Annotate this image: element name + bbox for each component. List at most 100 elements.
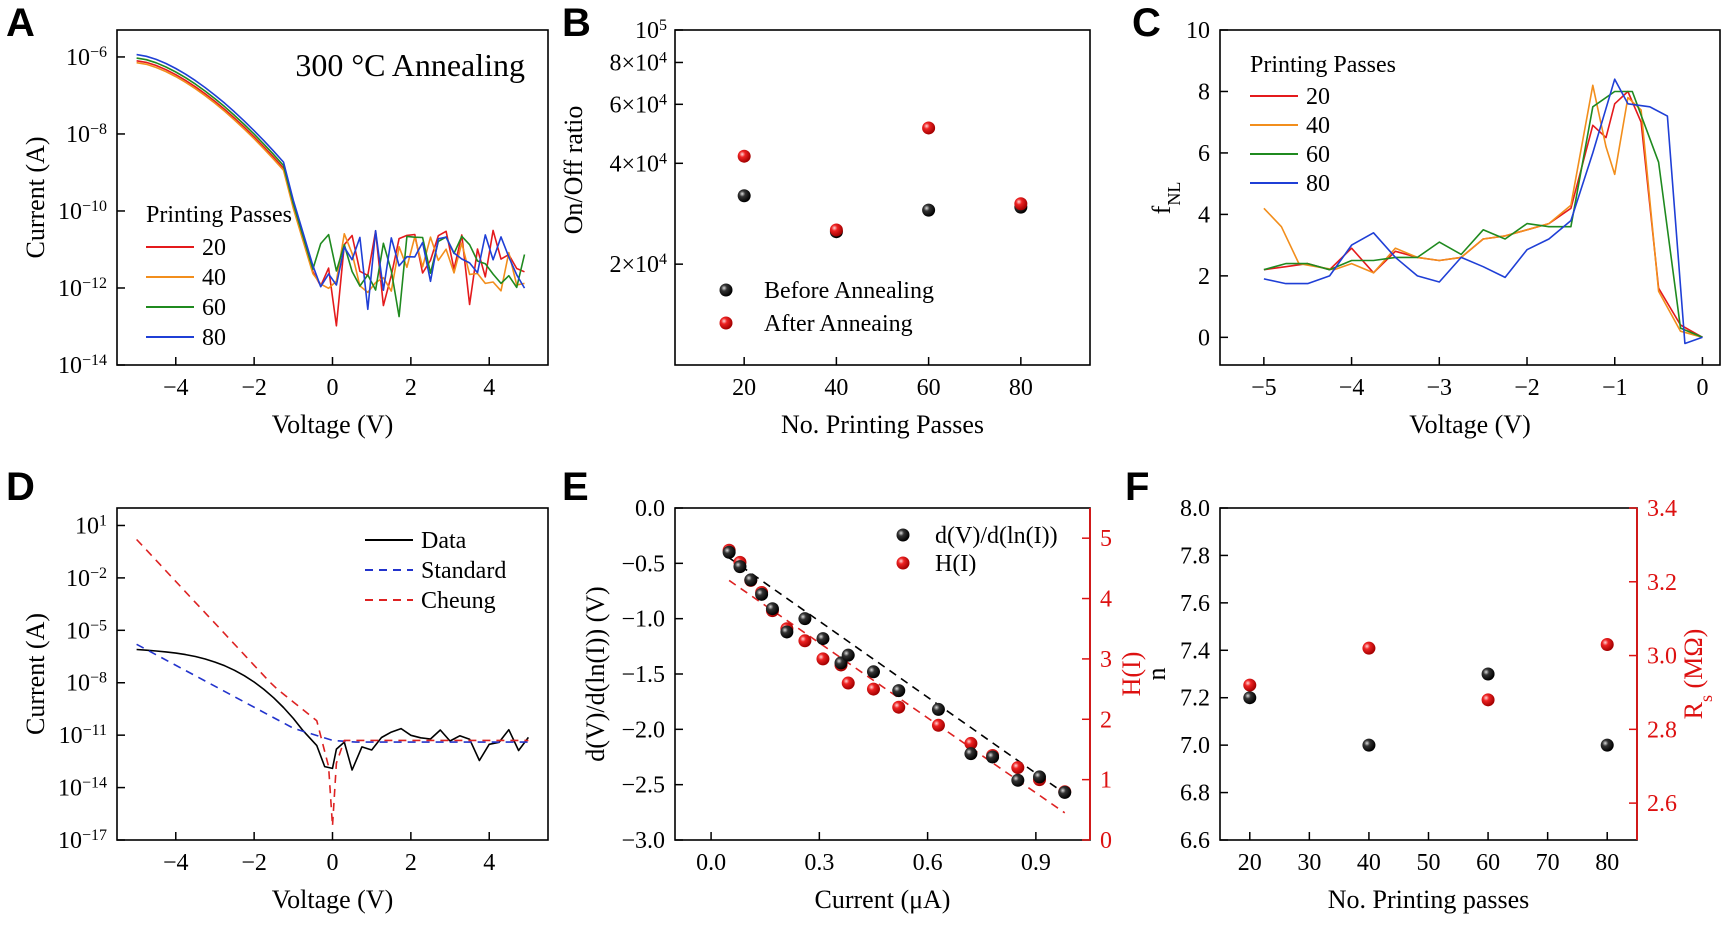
panel-f-point-rs-20 bbox=[1243, 678, 1257, 692]
panel-b-frame bbox=[674, 29, 1091, 366]
panel-e-xtick-label: 0.0 bbox=[696, 850, 726, 876]
panel-e-fit-black bbox=[728, 557, 1066, 795]
panel-e-legend-dv-marker bbox=[896, 528, 910, 542]
panel-e-point-dv bbox=[892, 684, 906, 698]
panel-a-series-60 bbox=[136, 57, 526, 318]
panel-f-ytick-label: 6.8 bbox=[1180, 781, 1210, 807]
panel-d: −4 −2 0 2 4 101 10−2 10−5 10−8 10−11 10−14 10−17 Vol… bbox=[21, 507, 549, 914]
panel-e-point-dv bbox=[765, 602, 779, 616]
panel-a-xtick-label: 4 bbox=[483, 375, 495, 401]
panel-a-series-40 bbox=[136, 61, 525, 294]
panel-c-ytick-label: 2 bbox=[1198, 264, 1210, 290]
panel-label-b: B bbox=[562, 1, 591, 45]
panel-f-ytick-right-label: 2.8 bbox=[1647, 717, 1677, 743]
panel-e-fit-red bbox=[728, 579, 1066, 814]
panel-c-xtick-label: −1 bbox=[1602, 375, 1628, 401]
panel-c-ylabel: fNL bbox=[1147, 182, 1184, 215]
panel-b-ytick-label: 4×104 bbox=[609, 150, 667, 178]
panel-d-legend-cheung-label: Cheung bbox=[421, 588, 496, 614]
panel-a-xlabel: Voltage (V) bbox=[272, 410, 394, 439]
panel-d-ytick-label: 10−11 bbox=[59, 722, 107, 750]
panel-e-point-dv bbox=[1058, 785, 1072, 799]
panel-b-ytick-label: 2×104 bbox=[609, 251, 667, 279]
panel-e-ytick-label: −1.0 bbox=[621, 607, 665, 633]
panel-c-legend-60-label: 60 bbox=[1306, 142, 1330, 168]
panel-d-ytick-label: 10−14 bbox=[58, 774, 107, 802]
panel-f-point-n-60 bbox=[1481, 667, 1495, 681]
panel-f-xtick-label: 80 bbox=[1595, 850, 1619, 876]
panel-e-point-dv bbox=[722, 545, 736, 559]
panel-c-xtick-label: 0 bbox=[1696, 375, 1708, 401]
panel-b-ylabel: On/Off ratio bbox=[559, 106, 588, 235]
panel-d-xtick-label: −4 bbox=[163, 850, 189, 876]
panel-b-point-after-40 bbox=[829, 223, 843, 237]
panel-e: 0.0 0.3 0.6 0.9 0.0 −0.5 −1.0 −1.5 −2.0 −2.5 −3.0 0… bbox=[581, 496, 1146, 914]
panel-b-xtick-label: 40 bbox=[824, 375, 848, 401]
panel-f-point-n-40 bbox=[1362, 738, 1376, 752]
panel-f-ylabel: n bbox=[1142, 668, 1171, 681]
panel-d-xtick-label: 4 bbox=[483, 850, 495, 876]
panel-e-ytick-right-label: 0 bbox=[1100, 828, 1112, 854]
panel-a-xtick-label: 2 bbox=[405, 375, 417, 401]
panel-f-ytick-right-label: 2.6 bbox=[1647, 791, 1677, 817]
panel-f-xtick-label: 20 bbox=[1238, 850, 1262, 876]
panel-d-series-data bbox=[136, 648, 530, 771]
panel-e-point-dv bbox=[1032, 770, 1046, 784]
panel-c-ytick-label: 4 bbox=[1198, 202, 1210, 228]
panel-f: 20 30 40 50 60 70 80 6.6 6.8 7.0 7.2 7.4 7.6 7.8 8.0 2.… bbox=[1142, 496, 1716, 914]
panel-e-point-dv bbox=[733, 560, 747, 574]
panel-e-point-h bbox=[892, 700, 906, 714]
panel-d-legend-standard-label: Standard bbox=[421, 558, 506, 584]
panel-b-xlabel: No. Printing Passes bbox=[781, 410, 984, 439]
panel-a-xtick-label: −4 bbox=[163, 375, 189, 401]
panel-e-ytick-label: −0.5 bbox=[621, 551, 665, 577]
panel-c-series-80 bbox=[1263, 78, 1703, 345]
panel-e-point-dv bbox=[798, 612, 812, 626]
panel-e-legend-h-marker bbox=[896, 556, 910, 570]
panel-f-point-n-20 bbox=[1243, 691, 1257, 705]
panel-a-series-20 bbox=[136, 60, 525, 327]
panel-e-ytick-right-label: 4 bbox=[1100, 587, 1112, 613]
panel-d-ylabel: Current (A) bbox=[21, 613, 50, 735]
panel-d-series-standard bbox=[136, 643, 529, 743]
panel-f-ytick-label: 6.6 bbox=[1180, 828, 1210, 854]
panel-f-ytick-label: 8.0 bbox=[1180, 496, 1210, 522]
panel-b-ytick-label: 8×104 bbox=[609, 49, 667, 77]
panel-d-xtick-label: 0 bbox=[327, 850, 339, 876]
panel-label-e: E bbox=[562, 465, 589, 509]
panel-f-ytick-label: 7.4 bbox=[1180, 638, 1210, 664]
panel-b-point-after-60 bbox=[922, 121, 936, 135]
panel-a-annotation: 300 °C Annealing bbox=[295, 47, 525, 83]
panel-a-ytick-label: 10−8 bbox=[66, 120, 107, 148]
panel-e-xtick-label: 0.6 bbox=[913, 850, 943, 876]
panel-a-ytick-label: 10−10 bbox=[58, 197, 107, 225]
panel-e-xlabel: Current (μA) bbox=[815, 885, 951, 914]
panel-f-ytick-label: 7.0 bbox=[1180, 733, 1210, 759]
panel-b-xtick-label: 80 bbox=[1009, 375, 1033, 401]
panel-a-legend-20-label: 20 bbox=[202, 235, 226, 261]
panel-c: −5 −4 −3 −2 −1 0 0 2 4 6 8 10 Voltage (V) fNL Printing… bbox=[1147, 18, 1721, 439]
panel-c-frame bbox=[1219, 29, 1721, 366]
panel-e-point-dv bbox=[816, 632, 830, 646]
panel-b-point-after-20 bbox=[737, 149, 751, 163]
panel-e-ytick-label: −2.5 bbox=[621, 773, 665, 799]
panel-d-ytick-label: 101 bbox=[75, 512, 107, 540]
panel-a-series-80 bbox=[136, 53, 526, 311]
panel-d-legend-data-label: Data bbox=[421, 528, 467, 554]
panel-e-point-dv bbox=[866, 665, 880, 679]
panel-b-legend-after-marker bbox=[719, 316, 733, 330]
panel-f-point-n-80 bbox=[1600, 738, 1614, 752]
panel-d-series-cheung bbox=[136, 538, 529, 827]
panel-e-legend-dv-label: d(V)/d(ln(I)) bbox=[935, 523, 1058, 549]
panel-f-ylabel-right: Rs (MΩ) bbox=[1679, 629, 1716, 720]
panel-a-legend-60-label: 60 bbox=[202, 295, 226, 321]
panel-e-ytick-right-label: 5 bbox=[1100, 526, 1112, 552]
panel-f-ytick-right-label: 3.4 bbox=[1647, 496, 1677, 522]
panel-e-point-h bbox=[841, 676, 855, 690]
panel-e-ytick-right-label: 2 bbox=[1100, 707, 1112, 733]
panel-e-point-h bbox=[931, 718, 945, 732]
panel-c-xlabel: Voltage (V) bbox=[1409, 410, 1531, 439]
panel-e-ytick-right-label: 1 bbox=[1100, 768, 1112, 794]
panel-label-a: A bbox=[6, 1, 35, 45]
